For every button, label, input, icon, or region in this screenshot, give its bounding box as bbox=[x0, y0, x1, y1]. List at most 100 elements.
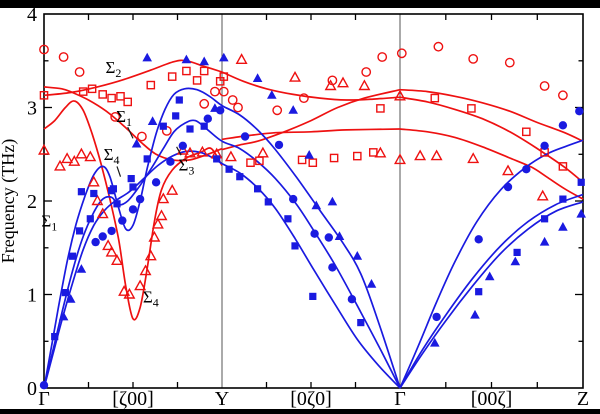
red-circle-marker bbox=[468, 54, 479, 64]
red-circle-marker bbox=[539, 81, 550, 91]
red-circle-marker bbox=[209, 86, 220, 97]
red-triangle-marker bbox=[224, 150, 237, 162]
curve-red-z-middle bbox=[399, 96, 584, 183]
blue-square-marker bbox=[68, 252, 77, 260]
red-open-triangles bbox=[38, 53, 549, 299]
blue-triangle-marker bbox=[199, 56, 209, 66]
red-triangle-marker bbox=[68, 155, 81, 166]
red-square-marker bbox=[123, 97, 132, 107]
blue-square-marker bbox=[129, 183, 137, 191]
blue-triangle-marker bbox=[558, 222, 568, 231]
y-tick-label: 1 bbox=[27, 285, 37, 307]
branch-label-subscript: 1 bbox=[51, 220, 57, 234]
blue-triangle-marker bbox=[539, 236, 550, 246]
blue-circle-marker bbox=[128, 205, 138, 214]
red-triangle-marker bbox=[374, 146, 387, 158]
red-triangle-marker bbox=[54, 159, 66, 171]
red-square-marker bbox=[329, 153, 339, 163]
red-triangle-marker bbox=[184, 146, 196, 158]
red-square-marker bbox=[98, 90, 107, 99]
blue-triangle-marker bbox=[352, 251, 363, 260]
red-circle-marker bbox=[361, 67, 372, 77]
curve-blue-arch bbox=[43, 87, 401, 389]
red-square-marker bbox=[369, 148, 378, 157]
red-triangle-marker bbox=[61, 152, 74, 164]
zone-boundary-lines bbox=[221, 14, 401, 388]
branch-label-sigma-4: Σ4 bbox=[143, 287, 159, 309]
red-square-marker bbox=[522, 127, 531, 137]
x-point-label: Z bbox=[577, 388, 589, 410]
blue-triangle-marker bbox=[576, 208, 586, 218]
red-circle-marker bbox=[58, 52, 69, 62]
red-triangle-marker bbox=[111, 254, 123, 265]
red-triangle-marker bbox=[430, 149, 443, 161]
branch-label-sigma-4: Σ4 bbox=[104, 145, 120, 167]
blue-square-marker bbox=[90, 189, 98, 198]
y-tick-label: 4 bbox=[27, 4, 37, 26]
red-square-marker bbox=[78, 87, 88, 96]
blue-square-marker bbox=[357, 319, 365, 327]
blue-circle-marker bbox=[558, 121, 568, 130]
blue-triangle-marker bbox=[304, 150, 314, 159]
red-triangle-marker bbox=[151, 217, 164, 229]
blue-triangle-marker bbox=[484, 271, 495, 281]
red-circle-marker bbox=[396, 48, 407, 59]
red-circle-marker bbox=[199, 98, 210, 109]
blue-square-marker bbox=[143, 155, 151, 163]
x-point-label: Γ bbox=[394, 388, 406, 410]
blue-square-marker bbox=[291, 242, 299, 250]
red-circle-marker bbox=[110, 112, 121, 122]
red-square-marker bbox=[116, 91, 125, 101]
blue-triangle-marker bbox=[142, 52, 152, 62]
red-square-marker bbox=[297, 155, 307, 165]
blue-triangle-marker bbox=[147, 116, 158, 125]
red-triangle-marker bbox=[157, 192, 170, 204]
blue-circle-marker bbox=[474, 235, 483, 244]
curve-red-sigma2 bbox=[43, 59, 223, 97]
red-square-marker bbox=[87, 84, 97, 94]
red-square-marker bbox=[192, 76, 202, 85]
red-triangle-marker bbox=[358, 79, 371, 91]
branch-label-subscript: 1 bbox=[126, 115, 132, 129]
blue-square-marker bbox=[225, 165, 233, 173]
branch-label-subscript: 4 bbox=[114, 153, 120, 167]
blue-square-marker bbox=[236, 173, 244, 181]
red-triangle-marker bbox=[196, 145, 209, 157]
curve-blue-middle bbox=[43, 119, 401, 389]
red-square-marker bbox=[182, 66, 191, 76]
red-triangle-marker bbox=[134, 279, 147, 291]
blue-circle-marker bbox=[240, 132, 250, 141]
blue-triangle-marker bbox=[252, 73, 263, 82]
red-triangle-marker bbox=[289, 70, 301, 82]
blue-circle-marker bbox=[118, 216, 127, 225]
curve-red-z-lower bbox=[399, 128, 584, 200]
blue-circle-marker bbox=[203, 114, 212, 123]
red-square-marker bbox=[146, 80, 156, 90]
red-triangle-marker bbox=[394, 153, 406, 165]
blue-square-marker bbox=[113, 200, 121, 208]
blue-square-marker bbox=[159, 122, 167, 130]
branch-label-pointer bbox=[176, 146, 182, 156]
blue-circle-marker bbox=[503, 182, 513, 192]
blue-square-marker bbox=[109, 185, 117, 193]
curve-red-sigma1 bbox=[43, 86, 223, 162]
blue-circle-marker bbox=[107, 226, 116, 236]
red-circle-marker bbox=[298, 93, 309, 104]
blue-square-marker bbox=[127, 175, 135, 183]
blue-square-marker bbox=[475, 288, 483, 296]
blue-filled-circles bbox=[39, 106, 584, 390]
y-axis-title: Frequency (THz) bbox=[0, 139, 19, 263]
blue-circle-marker bbox=[91, 237, 100, 247]
red-square-marker bbox=[558, 162, 568, 171]
red-triangle-marker bbox=[536, 189, 549, 201]
blue-square-marker bbox=[577, 178, 585, 186]
red-triangle-marker bbox=[467, 152, 480, 164]
red-triangle-marker bbox=[87, 175, 100, 187]
y-tick-label: 3 bbox=[27, 98, 37, 120]
blue-circle-marker bbox=[39, 381, 49, 390]
red-square-marker bbox=[107, 93, 116, 103]
red-triangle-marker bbox=[102, 239, 115, 251]
red-square-marker bbox=[39, 90, 49, 100]
red-triangle-marker bbox=[148, 230, 161, 242]
blue-circle-marker bbox=[540, 141, 549, 150]
